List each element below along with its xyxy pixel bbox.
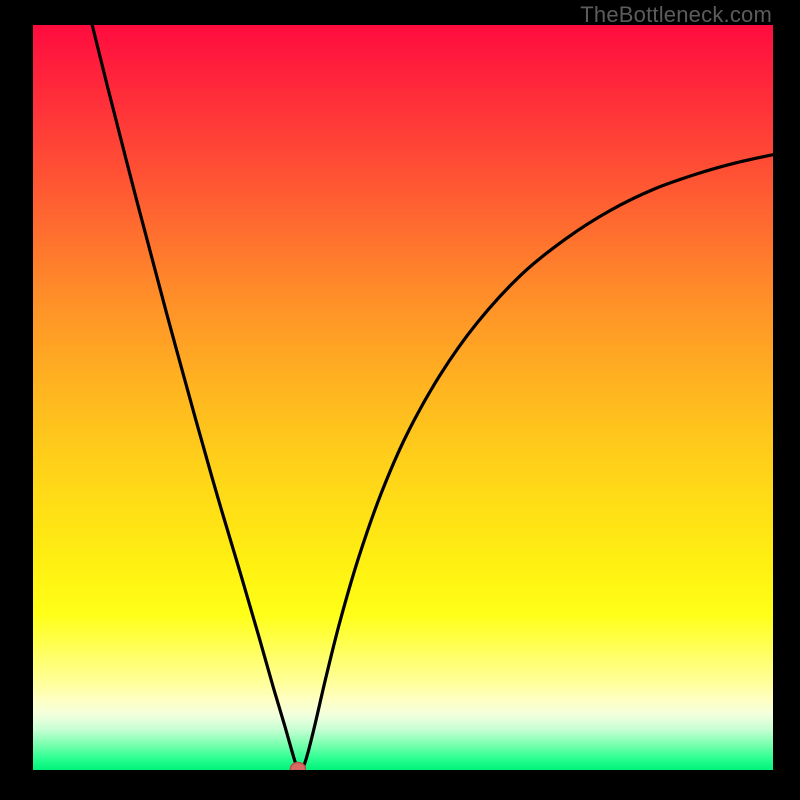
watermark-text: TheBottleneck.com (580, 2, 772, 28)
curve-layer (33, 25, 773, 770)
optimum-marker (290, 763, 305, 771)
chart-root: TheBottleneck.com (0, 0, 800, 800)
bottleneck-curve (92, 25, 773, 770)
plot-frame (33, 25, 773, 770)
